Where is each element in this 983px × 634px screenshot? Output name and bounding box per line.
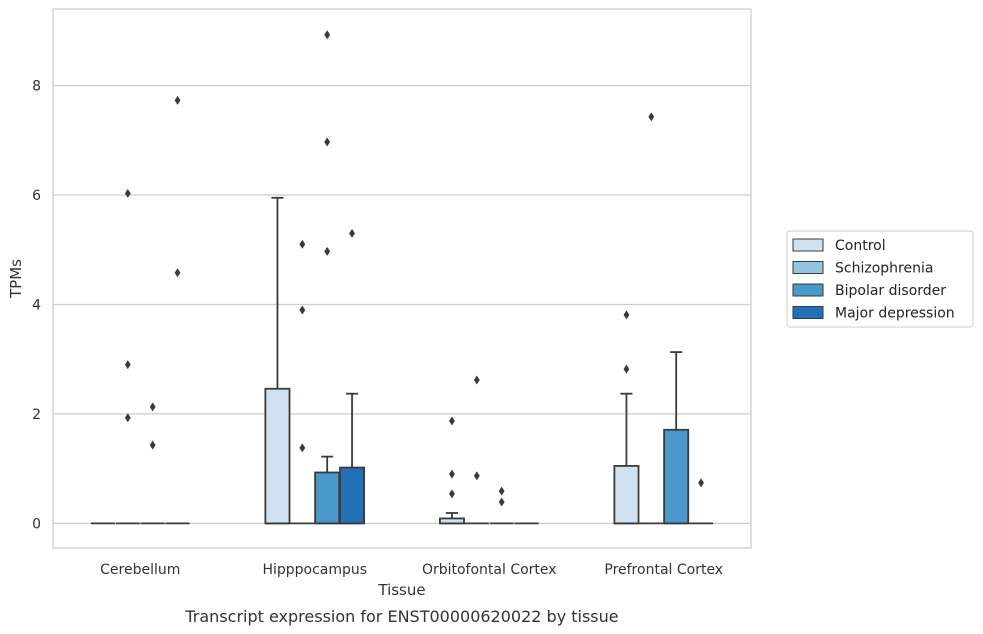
outlier-point <box>299 239 306 249</box>
legend-swatch <box>792 261 824 274</box>
box <box>314 471 341 525</box>
x-tick-label: Cerebellum <box>100 562 180 578</box>
y-axis-label: TPMs <box>7 259 25 299</box>
legend-frame <box>786 230 974 328</box>
plot-area-frame <box>52 8 752 549</box>
gridlines <box>53 84 751 525</box>
x-tick-label: Orbitofontal Cortex <box>422 562 557 578</box>
y-tick-label: 6 <box>32 188 41 204</box>
outlier-point <box>324 246 331 256</box>
y-tick-label: 0 <box>32 516 41 532</box>
legend: Control Schizophrenia Bipolar disorder Majo… <box>786 230 974 328</box>
box <box>339 466 366 525</box>
outlier-point <box>124 413 131 423</box>
outlier-point <box>698 478 704 488</box>
x-axis-ticks: Cerebellum Hipppocampus Orbitofontal Corte… <box>100 562 723 578</box>
outlier-point <box>124 188 131 198</box>
legend-entry: Schizophrenia <box>835 261 933 277</box>
legend-entry: Control <box>835 238 886 254</box>
outlier-point <box>498 486 505 496</box>
legend-swatch <box>792 238 824 252</box>
box <box>264 387 291 525</box>
y-axis-ticks: 0 2 4 6 8 <box>32 79 41 533</box>
x-axis-label: Tissue <box>377 581 425 599</box>
legend-swatch <box>792 283 824 297</box>
legend-entry: Major depression <box>835 306 955 322</box>
chart-caption: Transcript expression for ENST0000062002… <box>184 607 618 626</box>
outlier-point <box>498 497 505 507</box>
legend-entry: Bipolar disorder <box>835 283 946 299</box>
outlier-point <box>473 471 480 481</box>
x-tick-label: Prefrontal Cortex <box>604 562 723 578</box>
outlier-point <box>149 402 156 412</box>
outlier-point <box>349 228 355 238</box>
legend-swatch <box>792 306 824 319</box>
outlier-point <box>623 364 630 374</box>
outlier-point <box>174 95 181 105</box>
box <box>663 428 690 525</box>
box-marks <box>90 30 714 525</box>
outlier-point <box>449 489 455 499</box>
outlier-point <box>324 30 331 40</box>
outlier-point <box>299 443 306 453</box>
outlier-point <box>174 268 181 278</box>
outlier-point <box>473 375 480 385</box>
outlier-point <box>124 360 131 370</box>
y-tick-label: 4 <box>32 297 41 313</box>
outlier-point <box>648 112 655 122</box>
outlier-point <box>449 469 455 479</box>
y-tick-label: 8 <box>32 79 41 95</box>
outlier-point <box>149 440 156 450</box>
x-tick-label: Hipppocampus <box>262 562 367 578</box>
box <box>613 465 640 525</box>
outlier-point <box>449 416 455 426</box>
y-tick-label: 2 <box>32 407 41 423</box>
outlier-point <box>299 305 306 315</box>
outlier-point <box>324 137 331 147</box>
outlier-point <box>623 310 630 320</box>
